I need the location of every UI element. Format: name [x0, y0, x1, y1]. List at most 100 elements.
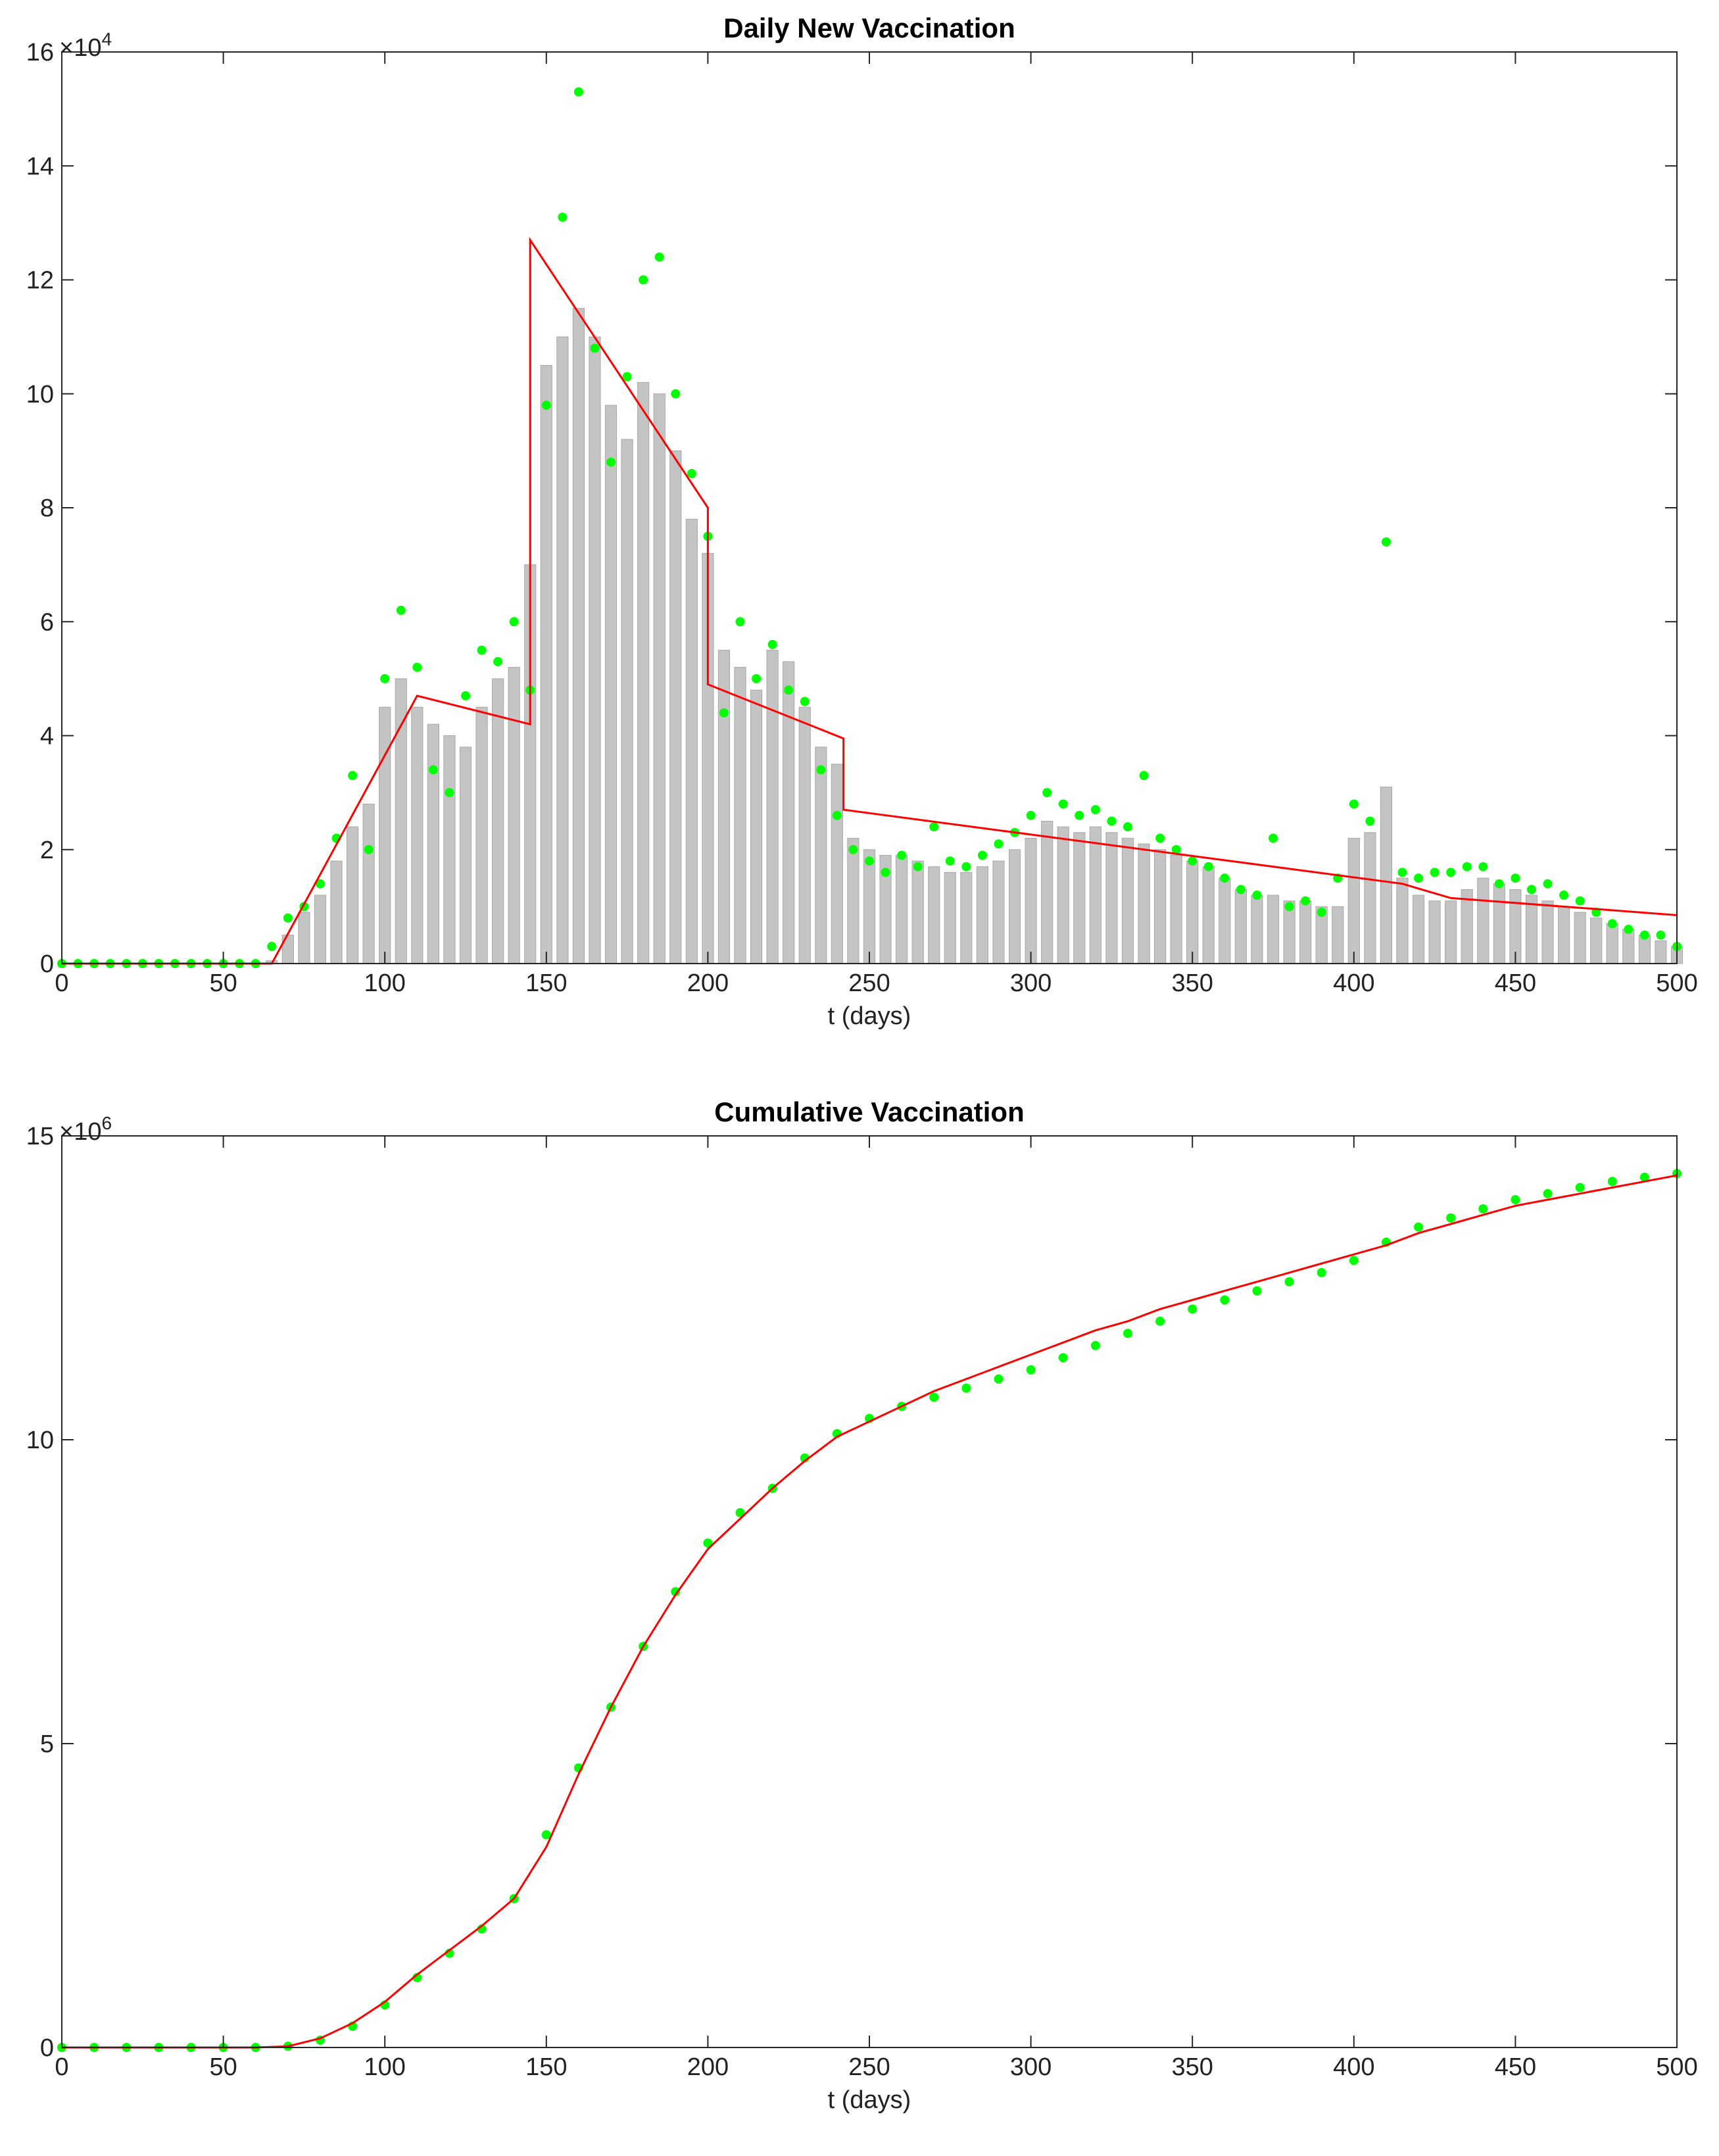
- bar: [976, 866, 989, 964]
- data-point: [1639, 930, 1649, 940]
- data-point: [1139, 771, 1149, 781]
- bar: [847, 837, 860, 964]
- data-point: [1446, 868, 1456, 877]
- data-point: [573, 87, 583, 97]
- x-tick-label: 400: [1333, 969, 1374, 997]
- data-point: [1042, 788, 1052, 798]
- data-point: [865, 856, 874, 866]
- data-point: [1090, 805, 1100, 815]
- y-tick-label: 4: [40, 723, 54, 750]
- bar: [1089, 826, 1102, 964]
- x-axis-label: t (days): [828, 2086, 911, 2114]
- data-point: [977, 850, 987, 860]
- bar: [572, 308, 585, 964]
- bar: [1574, 912, 1586, 964]
- x-tick-label: 500: [1656, 2053, 1697, 2081]
- data-point: [348, 771, 358, 781]
- bar: [1138, 843, 1150, 964]
- bar: [1606, 923, 1618, 964]
- y-exponent: ×106: [59, 1113, 112, 1146]
- x-tick-label: 250: [848, 969, 890, 997]
- data-point: [1365, 816, 1375, 826]
- y-tick-label: 8: [40, 495, 54, 522]
- bar: [766, 650, 779, 964]
- data-point: [622, 372, 632, 381]
- bar: [637, 381, 650, 964]
- bar: [1008, 849, 1021, 964]
- x-tick-label: 0: [55, 2053, 68, 2081]
- bar: [1461, 889, 1473, 964]
- data-point: [1269, 833, 1278, 843]
- data-point: [1301, 896, 1311, 906]
- bar: [475, 706, 488, 964]
- bar: [896, 854, 908, 964]
- bar: [508, 667, 520, 964]
- data-point: [1155, 1316, 1165, 1326]
- data-point: [1026, 1365, 1036, 1375]
- y-tick-label: 16: [26, 39, 54, 66]
- bar: [1622, 929, 1635, 964]
- bar: [992, 860, 1005, 964]
- data-point: [1155, 833, 1165, 843]
- y-tick-label: 0: [40, 2034, 54, 2062]
- data-point: [1559, 891, 1569, 900]
- bar: [653, 393, 666, 964]
- bar: [1267, 894, 1280, 964]
- data-point: [735, 1507, 745, 1517]
- bar: [1541, 900, 1554, 964]
- data-point: [1075, 810, 1084, 820]
- data-point: [671, 1587, 681, 1596]
- chart-title: Cumulative Vaccination: [714, 1096, 1024, 1127]
- model-line: [62, 1174, 1678, 2049]
- bar: [346, 826, 359, 964]
- data-point: [1575, 1183, 1585, 1192]
- x-tick-label: 350: [1171, 2053, 1213, 2081]
- data-point: [1220, 1295, 1230, 1305]
- data-point: [1414, 873, 1424, 883]
- data-point: [832, 810, 842, 820]
- bar: [1655, 940, 1667, 964]
- bar: [362, 803, 375, 964]
- model-line: [62, 236, 1678, 965]
- bar: [1493, 883, 1505, 964]
- data-point: [881, 868, 890, 877]
- axes-box: [61, 51, 1678, 964]
- y-tick-label: 10: [26, 1427, 54, 1454]
- bar: [911, 860, 924, 964]
- bar: [1041, 820, 1053, 964]
- bar: [443, 735, 456, 964]
- bar: [492, 678, 504, 964]
- data-point: [654, 252, 664, 262]
- x-tick-label: 350: [1171, 969, 1213, 997]
- x-tick-label: 450: [1495, 969, 1536, 997]
- data-point: [493, 656, 503, 666]
- data-point: [1656, 930, 1666, 940]
- x-tick-label: 150: [525, 2053, 567, 2081]
- x-tick-label: 150: [525, 969, 567, 997]
- data-point: [1446, 1213, 1456, 1223]
- x-tick-label: 100: [364, 2053, 405, 2081]
- x-tick-label: 100: [364, 969, 405, 997]
- bar: [1364, 832, 1376, 964]
- data-point: [267, 942, 277, 952]
- data-point: [767, 639, 777, 649]
- x-tick-label: 400: [1333, 2053, 1374, 2081]
- data-point: [590, 343, 600, 353]
- data-point: [380, 674, 390, 683]
- data-point: [461, 691, 470, 700]
- data-point: [364, 845, 374, 854]
- data-point: [509, 617, 519, 627]
- y-tick-label: 0: [40, 950, 54, 978]
- data-point: [1123, 822, 1132, 832]
- data-point: [428, 765, 438, 775]
- bar: [1477, 877, 1489, 964]
- bar: [734, 667, 746, 964]
- data-point: [477, 645, 487, 655]
- bar: [330, 860, 343, 964]
- bar: [669, 450, 682, 964]
- x-axis-label: t (days): [828, 1002, 911, 1030]
- bar: [379, 706, 391, 964]
- bar: [1428, 900, 1441, 964]
- bar: [863, 849, 876, 964]
